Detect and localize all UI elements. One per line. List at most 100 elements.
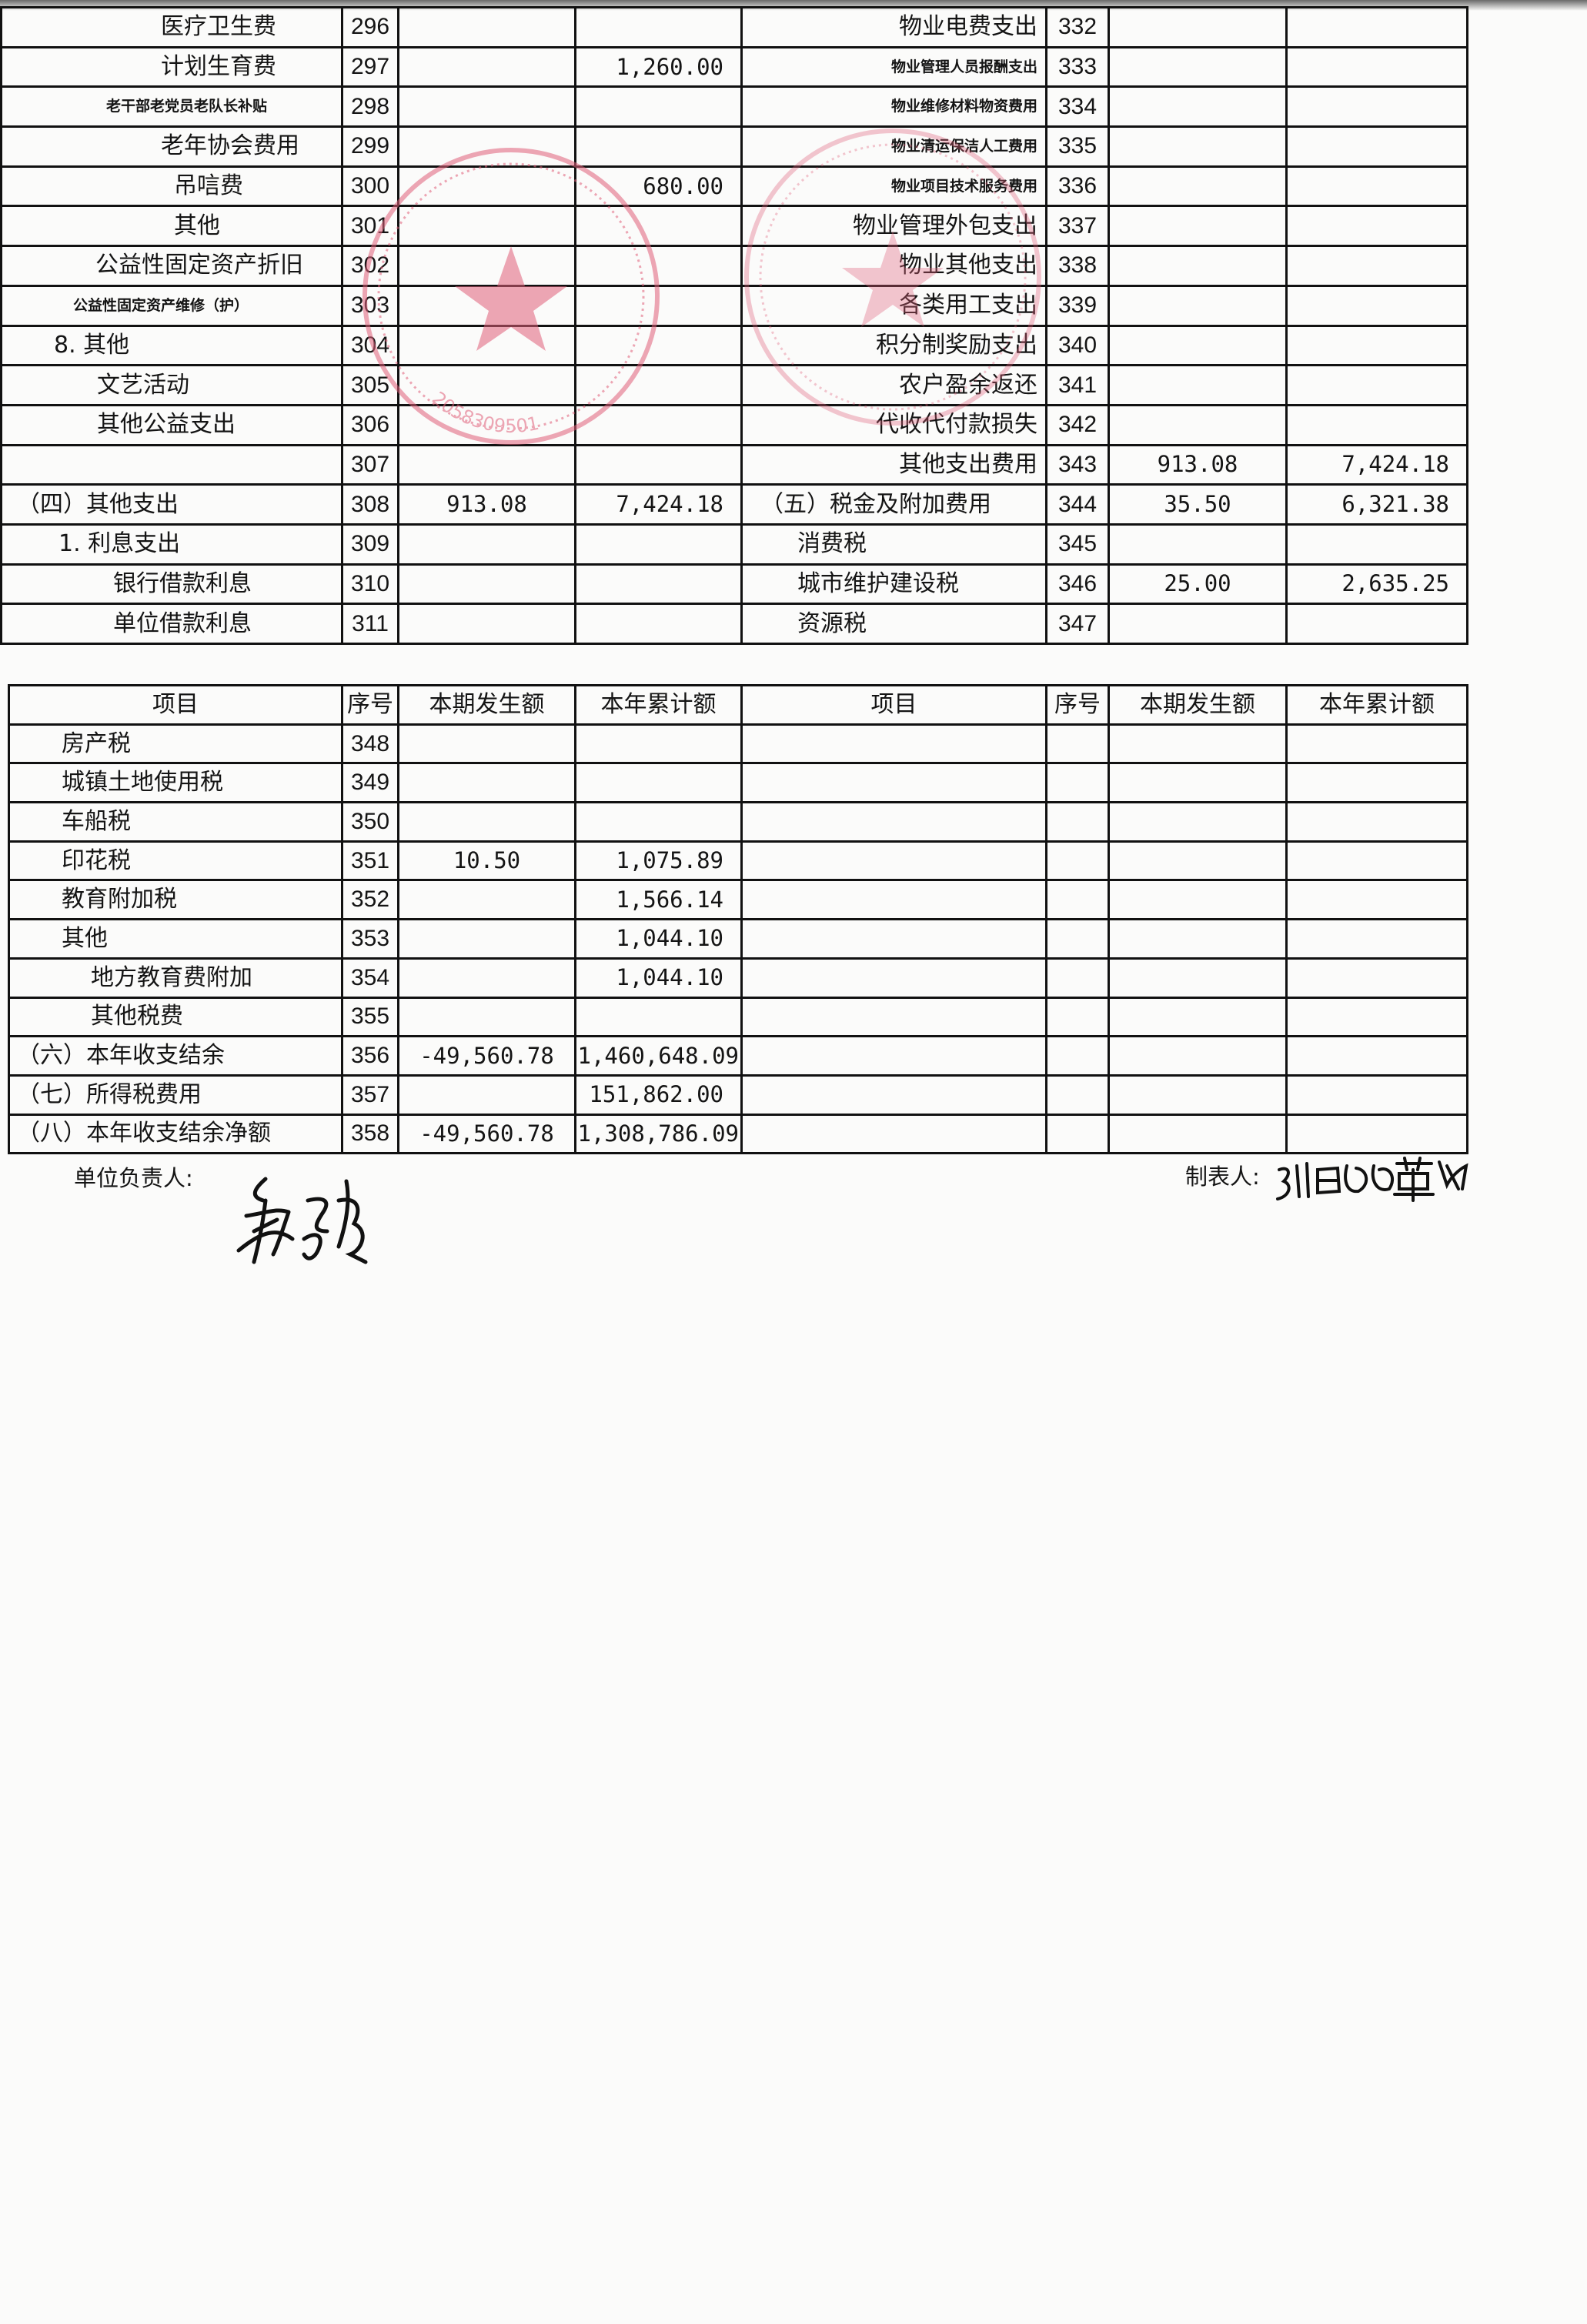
annual-amount <box>574 603 743 645</box>
item-name: （八）本年收支结余净额 <box>8 1113 343 1155</box>
annual-amount-right <box>1285 6 1468 48</box>
current-amount-right <box>1108 840 1288 882</box>
item-name: 医疗卫生费 <box>0 6 343 48</box>
annual-amount: 1,260.00 <box>574 45 743 88</box>
row-seq: 304 <box>341 324 399 367</box>
row-seq: 297 <box>341 45 399 88</box>
current-amount <box>397 245 576 287</box>
current-amount: -49,560.78 <box>397 1035 576 1077</box>
table-row: 307 其他支出费用 343 913.08 7,424.18 <box>0 443 1468 486</box>
annual-amount-right <box>1285 762 1468 804</box>
table-row: （八）本年收支结余净额 358 -49,560.78 1,308,786.09 <box>8 1113 1468 1155</box>
annual-amount <box>574 443 743 486</box>
table-row: 吊唁费 300 680.00 物业项目技术服务费用 336 <box>0 165 1468 208</box>
row-seq: 348 <box>341 723 399 765</box>
item-name-right: 物业管理外包支出 <box>740 205 1047 248</box>
current-amount-right <box>1108 284 1288 327</box>
row-seq-right <box>1045 996 1110 1038</box>
current-amount <box>397 85 576 129</box>
annual-amount-right <box>1285 840 1468 882</box>
row-seq-right: 345 <box>1045 523 1110 566</box>
item-name: 印花税 <box>8 840 343 882</box>
row-seq-right <box>1045 723 1110 765</box>
current-amount-right <box>1108 6 1288 48</box>
annual-amount: 1,044.10 <box>574 957 743 999</box>
header-annual-right: 本年累计额 <box>1285 684 1468 726</box>
item-name-right <box>740 957 1047 999</box>
item-name-right: 物业项目技术服务费用 <box>740 165 1047 208</box>
item-name: 其他公益支出 <box>0 403 343 446</box>
table-row: 其他税费 355 <box>8 996 1468 1038</box>
item-name: 老干部老党员老队长补贴 <box>0 85 343 129</box>
row-seq: 299 <box>341 125 399 168</box>
current-amount-right <box>1108 879 1288 921</box>
row-seq: 302 <box>341 245 399 287</box>
table-row: 城镇土地使用税 349 <box>8 762 1468 804</box>
current-amount-right <box>1108 403 1288 446</box>
table-row: 教育附加税 352 1,566.14 <box>8 879 1468 921</box>
current-amount-right <box>1108 1074 1288 1116</box>
annual-amount <box>574 364 743 406</box>
annual-amount: 1,308,786.09 <box>574 1113 743 1155</box>
row-seq: 307 <box>341 443 399 486</box>
row-seq-right <box>1045 762 1110 804</box>
item-name: 吊唁费 <box>0 165 343 208</box>
item-name-right: 物业电费支出 <box>740 6 1047 48</box>
table-row: 公益性固定资产折旧 302 物业其他支出 338 <box>0 245 1468 287</box>
item-name: 公益性固定资产折旧 <box>0 245 343 287</box>
item-name-right <box>740 723 1047 765</box>
row-seq: 305 <box>341 364 399 406</box>
row-seq: 352 <box>341 879 399 921</box>
row-seq: 306 <box>341 403 399 446</box>
item-name: 教育附加税 <box>8 879 343 921</box>
item-name-right: 物业管理人员报酬支出 <box>740 45 1047 88</box>
row-seq-right <box>1045 957 1110 999</box>
current-amount-right <box>1108 801 1288 843</box>
item-name-right: 代收代付款损失 <box>740 403 1047 446</box>
row-seq-right: 341 <box>1045 364 1110 406</box>
row-seq: 308 <box>341 483 399 526</box>
annual-amount: 1,460,648.09 <box>574 1035 743 1077</box>
current-amount <box>397 523 576 566</box>
header-item: 项目 <box>8 684 343 726</box>
current-amount-right: 25.00 <box>1108 563 1288 606</box>
row-seq-right: 346 <box>1045 563 1110 606</box>
current-amount <box>397 603 576 645</box>
annual-amount <box>574 996 743 1038</box>
table-row: 老年协会费用 299 物业清运保洁人工费用 335 <box>0 125 1468 168</box>
item-name-right: 物业清运保洁人工费用 <box>740 125 1047 168</box>
annual-amount-right <box>1285 996 1468 1038</box>
current-amount <box>397 45 576 88</box>
row-seq-right: 338 <box>1045 245 1110 287</box>
current-amount-right <box>1108 603 1288 645</box>
current-amount <box>397 6 576 48</box>
row-seq: 353 <box>341 918 399 960</box>
annual-amount <box>574 762 743 804</box>
annual-amount-right <box>1285 918 1468 960</box>
current-amount-right <box>1108 1113 1288 1155</box>
item-name: 其他 <box>8 918 343 960</box>
annual-amount-right <box>1285 45 1468 88</box>
annual-amount <box>574 403 743 446</box>
current-amount-right <box>1108 523 1288 566</box>
item-name-right: 农户盈余返还 <box>740 364 1047 406</box>
unit-head-label: 单位负责人: <box>74 1165 193 1191</box>
item-name: 计划生育费 <box>0 45 343 88</box>
row-seq-right: 347 <box>1045 603 1110 645</box>
row-seq-right: 334 <box>1045 85 1110 129</box>
row-seq-right <box>1045 840 1110 882</box>
item-name: 1. 利息支出 <box>0 523 343 566</box>
item-name-right: 积分制奖励支出 <box>740 324 1047 367</box>
item-name: 公益性固定资产维修（护） <box>0 284 343 327</box>
row-seq: 298 <box>341 85 399 129</box>
annual-amount <box>574 125 743 168</box>
preparer-signature <box>1276 1157 1468 1202</box>
item-name-right: 城市维护建设税 <box>740 563 1047 606</box>
row-seq: 301 <box>341 205 399 248</box>
annual-amount <box>574 284 743 327</box>
row-seq-right: 343 <box>1045 443 1110 486</box>
row-seq-right <box>1045 1035 1110 1077</box>
annual-amount <box>574 6 743 48</box>
item-name: 其他 <box>0 205 343 248</box>
annual-amount-right <box>1285 165 1468 208</box>
